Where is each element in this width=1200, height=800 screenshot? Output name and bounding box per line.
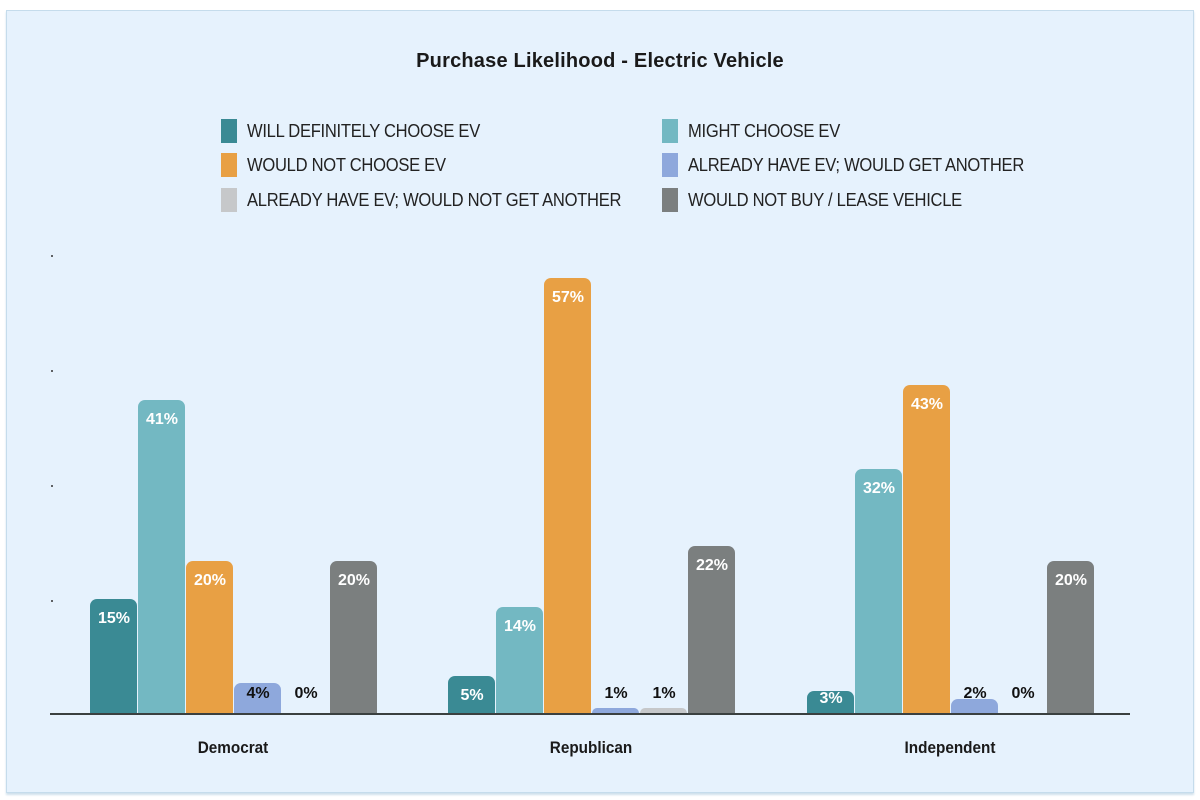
legend-label: ALREADY HAVE EV; WOULD NOT GET ANOTHER: [247, 189, 622, 210]
bar: [138, 400, 185, 714]
value-label: 41%: [145, 411, 179, 428]
legend-label: MIGHT CHOOSE EV: [688, 120, 840, 141]
bar: [903, 385, 950, 714]
bar: [688, 546, 735, 714]
value-label: 20%: [193, 572, 227, 589]
value-label: 43%: [910, 396, 944, 413]
value-label: 15%: [97, 610, 131, 627]
bar: [448, 676, 495, 714]
x-axis-line: [50, 713, 1130, 715]
bar: [544, 278, 591, 714]
y-tick: [51, 255, 53, 257]
value-label: 2%: [963, 685, 987, 702]
category-label-republican: Republican: [549, 738, 633, 757]
legend-item: WOULD NOT CHOOSE EV: [221, 151, 463, 179]
legend-swatch: [221, 119, 237, 143]
legend-swatch: [662, 188, 678, 212]
value-label: 0%: [1011, 685, 1035, 702]
value-label: 0%: [294, 685, 318, 702]
legend-label: WILL DEFINITELY CHOOSE EV: [247, 120, 480, 141]
value-label: 1%: [604, 685, 628, 702]
legend-swatch: [662, 119, 678, 143]
legend-swatch: [662, 153, 678, 177]
bar: [234, 683, 281, 714]
y-tick: [51, 485, 53, 487]
bar: [951, 699, 998, 714]
category-label-democrat: Democrat: [197, 738, 269, 757]
value-label: 57%: [551, 289, 585, 306]
value-label: 4%: [246, 685, 270, 702]
y-tick: [51, 600, 53, 602]
legend-item: WOULD NOT BUY / LEASE VEHICLE: [662, 186, 986, 214]
bar: [1047, 561, 1094, 714]
legend-label: ALREADY HAVE EV; WOULD GET ANOTHER: [688, 154, 1025, 175]
value-label: 32%: [862, 480, 896, 497]
bar: [330, 561, 377, 714]
bar: [186, 561, 233, 714]
legend-swatch: [221, 153, 237, 177]
chart-title: Purchase Likelihood - Electric Vehicle: [416, 50, 784, 72]
value-label: 1%: [652, 685, 676, 702]
bar: [640, 708, 687, 714]
value-label: 5%: [460, 687, 484, 704]
bar: [592, 708, 639, 714]
bar: [90, 599, 137, 714]
legend-label: WOULD NOT BUY / LEASE VEHICLE: [688, 189, 962, 210]
value-label: 20%: [337, 572, 371, 589]
bar: [496, 607, 543, 714]
legend-item: WILL DEFINITELY CHOOSE EV: [221, 117, 500, 145]
y-tick: [51, 370, 53, 372]
legend-item: MIGHT CHOOSE EV: [662, 117, 853, 145]
value-label: 20%: [1054, 572, 1088, 589]
category-label-independent: Independent: [904, 738, 996, 757]
value-label: 3%: [819, 690, 843, 707]
legend-item: ALREADY HAVE EV; WOULD GET ANOTHER: [662, 151, 1053, 179]
bar: [807, 691, 854, 714]
legend-swatch: [221, 188, 237, 212]
bar: [855, 469, 902, 714]
legend-label: WOULD NOT CHOOSE EV: [247, 154, 446, 175]
legend-item: ALREADY HAVE EV; WOULD NOT GET ANOTHER: [221, 186, 654, 214]
value-label: 14%: [503, 618, 537, 635]
value-label: 22%: [695, 557, 729, 574]
